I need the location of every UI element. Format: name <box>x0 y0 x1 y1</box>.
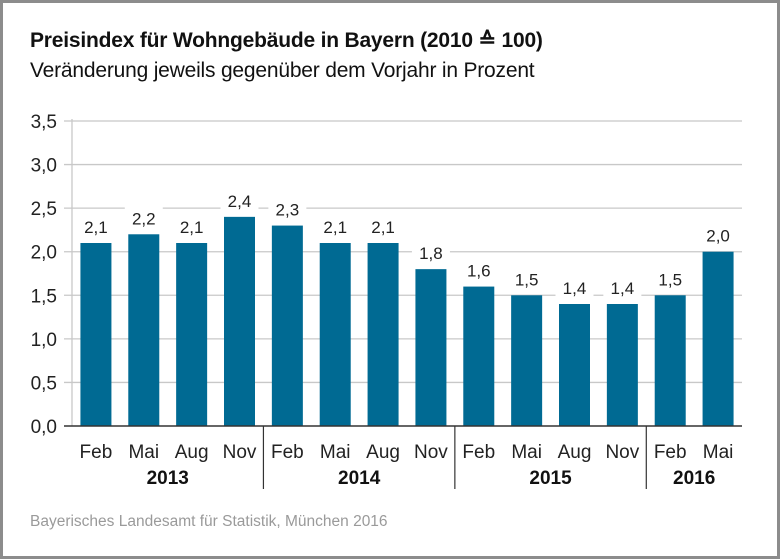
bar <box>271 225 303 426</box>
x-tick-label: Mai <box>320 442 351 463</box>
x-tick-label: Nov <box>414 442 448 463</box>
bar <box>606 304 638 426</box>
y-tick-label: 1,5 <box>31 286 57 307</box>
bar <box>319 243 351 426</box>
year-label: 2015 <box>529 468 572 489</box>
value-label: 2,1 <box>323 218 347 237</box>
value-label-bg <box>124 206 163 229</box>
bar <box>367 243 399 426</box>
value-label: 2,1 <box>180 218 204 237</box>
year-label: 2013 <box>147 468 189 489</box>
bar <box>415 269 447 426</box>
value-label: 2,2 <box>132 209 156 228</box>
bar <box>80 243 112 426</box>
value-label-bg <box>699 223 738 246</box>
x-tick-label: Aug <box>366 442 400 463</box>
value-label-bg <box>220 188 259 211</box>
value-label-bg <box>364 215 403 237</box>
x-tick-label: Aug <box>558 442 592 463</box>
y-tick-label: 2,5 <box>31 199 57 220</box>
y-tick-label: 1,0 <box>31 330 57 351</box>
x-tick-label: Feb <box>271 442 304 463</box>
y-tick-label: 2,0 <box>31 243 57 264</box>
x-tick-label: Mai <box>511 442 542 463</box>
value-label: 1,6 <box>467 262 491 281</box>
x-tick-label: Mai <box>703 442 734 463</box>
value-label-bg <box>507 267 546 290</box>
value-label: 1,5 <box>515 270 539 289</box>
chart-title: Preisindex für Wohngebäude in Bayern (20… <box>30 29 543 52</box>
value-label: 2,1 <box>84 218 108 237</box>
value-label: 1,4 <box>611 279 635 298</box>
x-tick-label: Feb <box>654 442 687 463</box>
year-label: 2014 <box>338 468 381 489</box>
value-labels: 2,1 2,2 2,1 2,4 2,3 2,1 2,1 1,8 1,6 1,5 1,4 1,4 1,5 2… <box>76 188 738 298</box>
value-label-bg <box>603 276 642 298</box>
x-tick-label: Nov <box>223 442 257 463</box>
bar <box>176 243 208 426</box>
year-label: 2016 <box>673 468 715 489</box>
value-label-bg <box>172 215 211 237</box>
value-label: 1,4 <box>563 279 587 298</box>
bar <box>463 286 495 426</box>
value-label-bg <box>268 197 307 220</box>
x-tick-label: Nov <box>605 442 639 463</box>
value-label: 2,3 <box>276 201 300 220</box>
x-tick-label: Feb <box>462 442 495 463</box>
value-label-bg <box>651 267 690 290</box>
x-tick-label: Mai <box>128 442 159 463</box>
value-label: 2,4 <box>228 192 252 211</box>
value-label-bg <box>459 258 498 281</box>
y-tick-label: 3,5 <box>31 112 57 133</box>
value-label: 2,0 <box>706 227 730 246</box>
y-axis-ticks: 0,0 0,5 1,0 1,5 2,0 2,5 3,0 3,5 <box>31 112 57 438</box>
source-note: Bayerisches Landesamt für Statistik, Mün… <box>30 513 388 530</box>
value-label-bg <box>411 241 450 264</box>
bar <box>702 251 734 426</box>
y-tick-label: 3,0 <box>31 156 57 177</box>
y-tick-label: 0,0 <box>31 417 57 438</box>
value-label-bg <box>316 215 355 237</box>
x-tick-label: Feb <box>80 442 113 463</box>
bars <box>80 216 734 426</box>
x-tick-label: Aug <box>175 442 209 463</box>
bar <box>654 295 686 426</box>
value-label-bg <box>76 215 115 237</box>
bar <box>511 295 543 426</box>
value-label: 2,1 <box>371 218 395 237</box>
gridlines <box>64 119 742 426</box>
x-axis: Feb Mai Aug Nov Feb Mai Aug Nov Feb Mai Aug Nov Feb M… <box>64 425 742 489</box>
bar <box>559 304 590 426</box>
chart-subtitle: Veränderung jeweils gegenüber dem Vorjah… <box>30 59 535 82</box>
y-tick-label: 0,5 <box>31 373 57 394</box>
bar <box>224 216 255 426</box>
value-label-bg <box>555 276 594 298</box>
value-label: 1,5 <box>658 270 682 289</box>
value-label: 1,8 <box>419 244 443 263</box>
bar <box>128 234 160 426</box>
